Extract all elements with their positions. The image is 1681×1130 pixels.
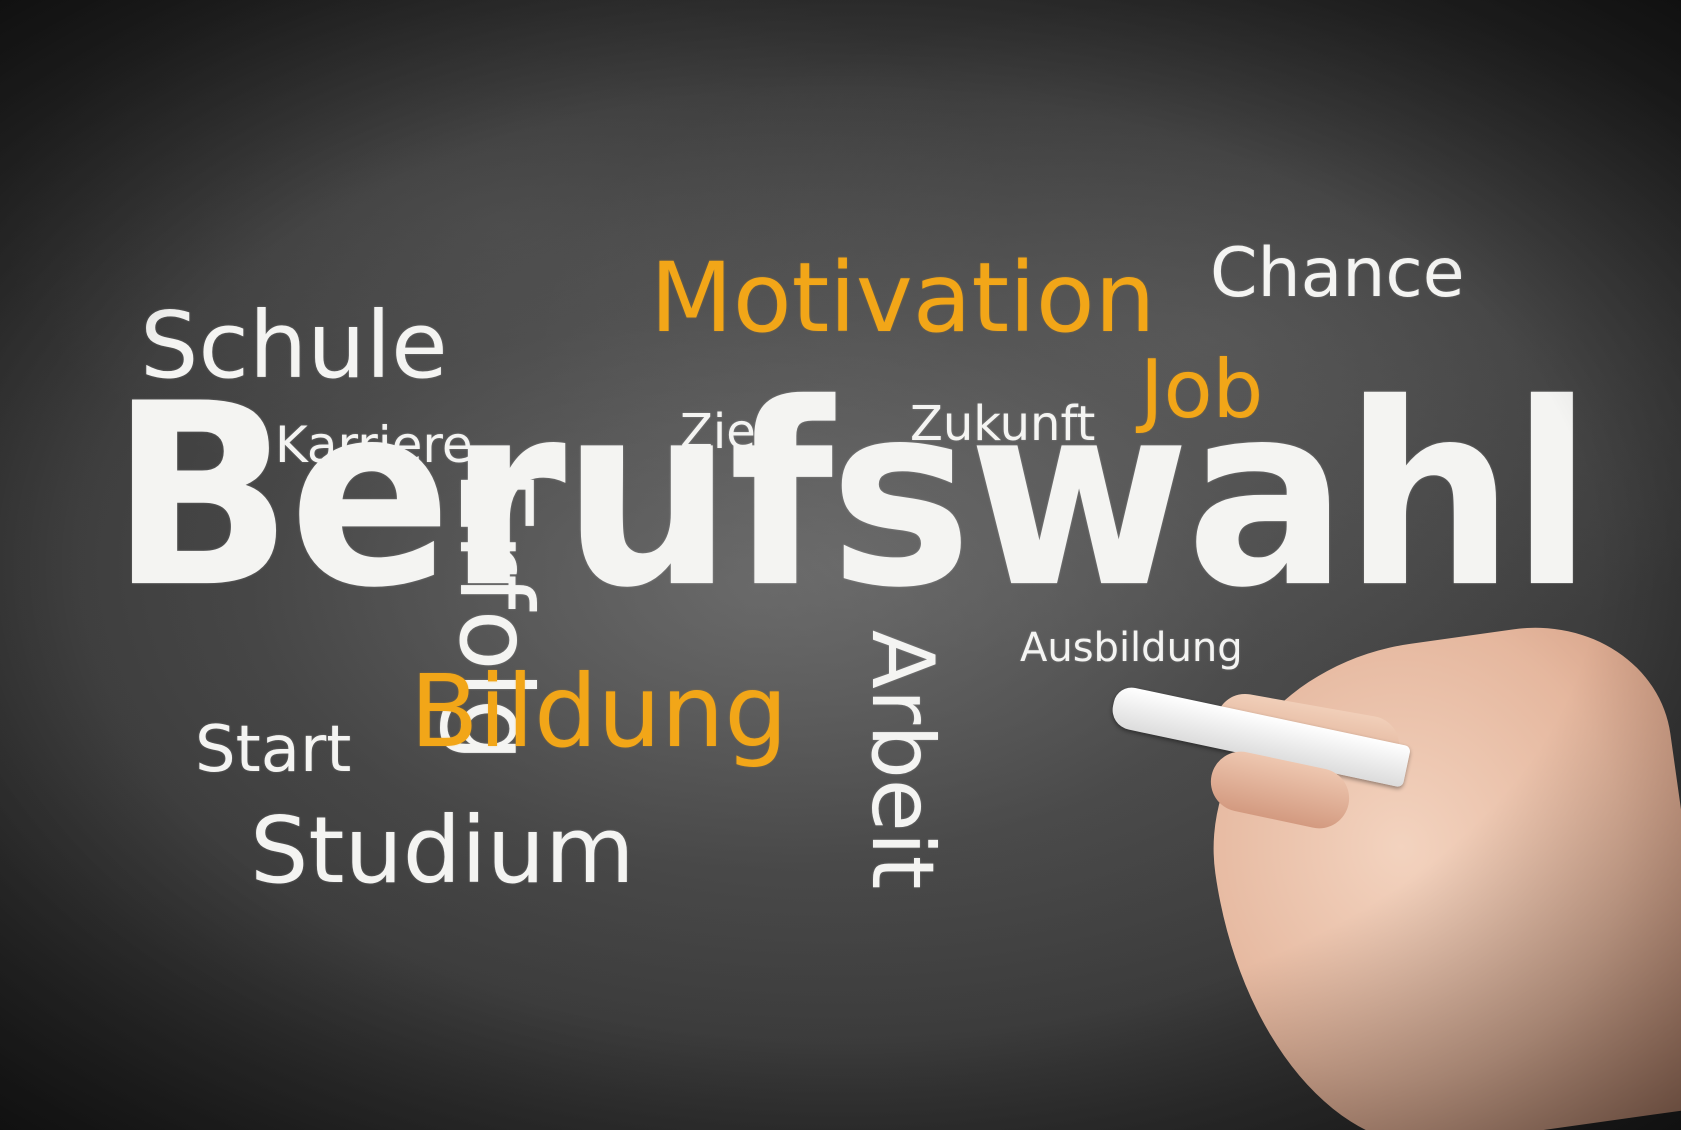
- word-arbeit: Arbeit: [852, 630, 952, 890]
- word-bildung: Bildung: [410, 653, 788, 770]
- word-karriere: Karriere: [275, 416, 473, 474]
- word-job: Job: [1140, 343, 1264, 436]
- word-zukunft: Zukunft: [910, 396, 1096, 452]
- word-ziel: Ziel: [680, 404, 770, 460]
- word-studium: Studium: [250, 797, 635, 904]
- word-motivation: Motivation: [650, 242, 1156, 354]
- word-ausbildung: Ausbildung: [1020, 625, 1243, 671]
- hand: [1187, 609, 1681, 1130]
- word-schule: Schule: [140, 292, 448, 399]
- word-berufswahl-title: Berufswahl: [110, 349, 1593, 643]
- word-start: Start: [195, 713, 352, 787]
- word-chance: Chance: [1210, 234, 1465, 313]
